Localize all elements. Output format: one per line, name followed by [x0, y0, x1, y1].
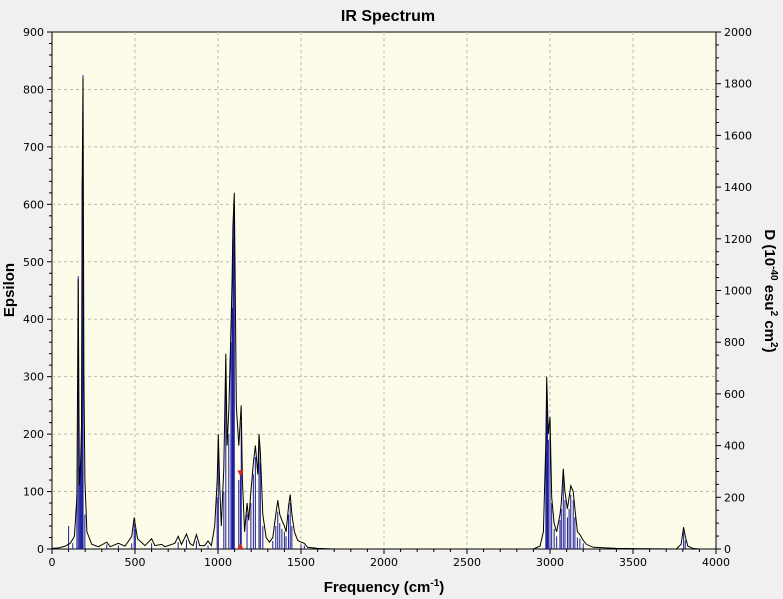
y-tick-label: 700 — [23, 141, 44, 154]
x-tick-label: 0 — [49, 556, 56, 569]
x-tick-label: 1500 — [287, 556, 315, 569]
marker-triangle-down — [237, 470, 244, 477]
x-tick-label: 1000 — [204, 556, 232, 569]
x-tick-label: 3000 — [536, 556, 564, 569]
y2-tick-label: 2000 — [724, 26, 752, 39]
y2-tick-label: 0 — [724, 543, 731, 556]
x-tick-label: 500 — [125, 556, 146, 569]
frequency-marker — [237, 470, 244, 549]
y2-axis-title: D (10-40 esu2 cm2) — [761, 229, 779, 352]
y-tick-label: 600 — [23, 198, 44, 211]
y2-tick-label: 1000 — [724, 285, 752, 298]
y-axis-ticks: 0 100 200 300 400 500 600 700 800 900 — [23, 26, 52, 556]
x-tick-label: 2000 — [370, 556, 398, 569]
y-tick-label: 900 — [23, 26, 44, 39]
y2-tick-label: 1400 — [724, 181, 752, 194]
grid-lines — [52, 32, 716, 549]
y-tick-label: 800 — [23, 83, 44, 96]
y-tick-label: 300 — [23, 371, 44, 384]
y-tick-label: 100 — [23, 486, 44, 499]
y2-tick-label: 1800 — [724, 78, 752, 91]
y2-tick-label: 600 — [724, 388, 745, 401]
y2-tick-label: 1200 — [724, 233, 752, 246]
y-tick-label: 400 — [23, 313, 44, 326]
y2-tick-label: 1600 — [724, 129, 752, 142]
y-axis-title: Epsilon — [1, 263, 18, 317]
y-tick-label: 200 — [23, 428, 44, 441]
y2-axis-ticks: 0 200 400 600 800 1000 1200 1400 1600 1800 2000 — [716, 26, 752, 556]
x-tick-label: 2500 — [453, 556, 481, 569]
chart-title: IR Spectrum — [341, 8, 435, 25]
y-tick-label: 500 — [23, 256, 44, 269]
y2-tick-label: 800 — [724, 336, 745, 349]
x-axis-title: Frequency (cm-1) — [324, 578, 445, 596]
spectrum-line — [51, 77, 716, 550]
x-tick-label: 3500 — [619, 556, 647, 569]
x-axis-ticks: 0 500 1000 1500 2000 2500 3000 3500 4000 — [49, 549, 730, 569]
x-tick-label: 4000 — [702, 556, 730, 569]
y2-tick-label: 200 — [724, 491, 745, 504]
y-tick-label: 0 — [37, 543, 44, 556]
y2-tick-label: 400 — [724, 440, 745, 453]
marker-triangle-up — [237, 543, 244, 549]
